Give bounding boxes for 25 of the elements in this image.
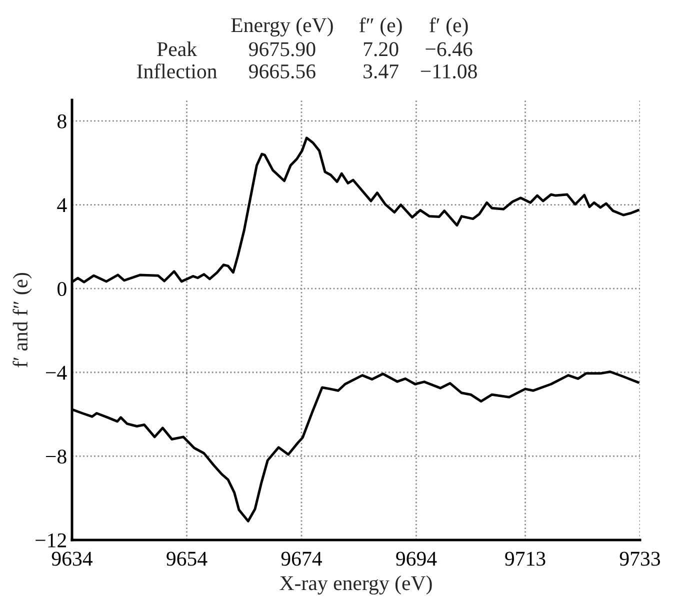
text: 9675.90	[249, 42, 316, 56]
x-tick-label: 9733	[620, 552, 660, 566]
x-tick-label: 9674	[281, 552, 322, 566]
text: 3.47	[364, 64, 398, 79]
text: f″ (e)	[359, 17, 402, 37]
x-tick-label: 9654	[166, 552, 208, 566]
y-tick-label: 0	[58, 282, 66, 296]
y-tick-label: 8	[58, 114, 66, 128]
x-tick-label: 9694	[396, 552, 437, 566]
text: −11.08	[420, 64, 477, 79]
y-tick-label: −12	[36, 533, 66, 548]
text: 9665.56	[249, 64, 316, 79]
y-tick-label: −4	[46, 366, 67, 380]
y-tick-label: −8	[46, 450, 66, 464]
x-axis-title: X-ray energy (eV)	[280, 576, 432, 595]
x-tick-label: 9713	[505, 552, 546, 566]
y-axis-title: f′ and f″ (e)	[12, 272, 32, 368]
text: Peak	[157, 42, 198, 56]
text: −6.46	[426, 42, 472, 56]
text: Energy (eV)	[231, 18, 333, 36]
text: f′ (e)	[430, 17, 468, 37]
text: Inflection	[137, 64, 217, 78]
y-tick-label: 4	[57, 198, 67, 212]
text: 7.20	[364, 42, 398, 56]
x-tick-label: 9634	[52, 552, 93, 566]
